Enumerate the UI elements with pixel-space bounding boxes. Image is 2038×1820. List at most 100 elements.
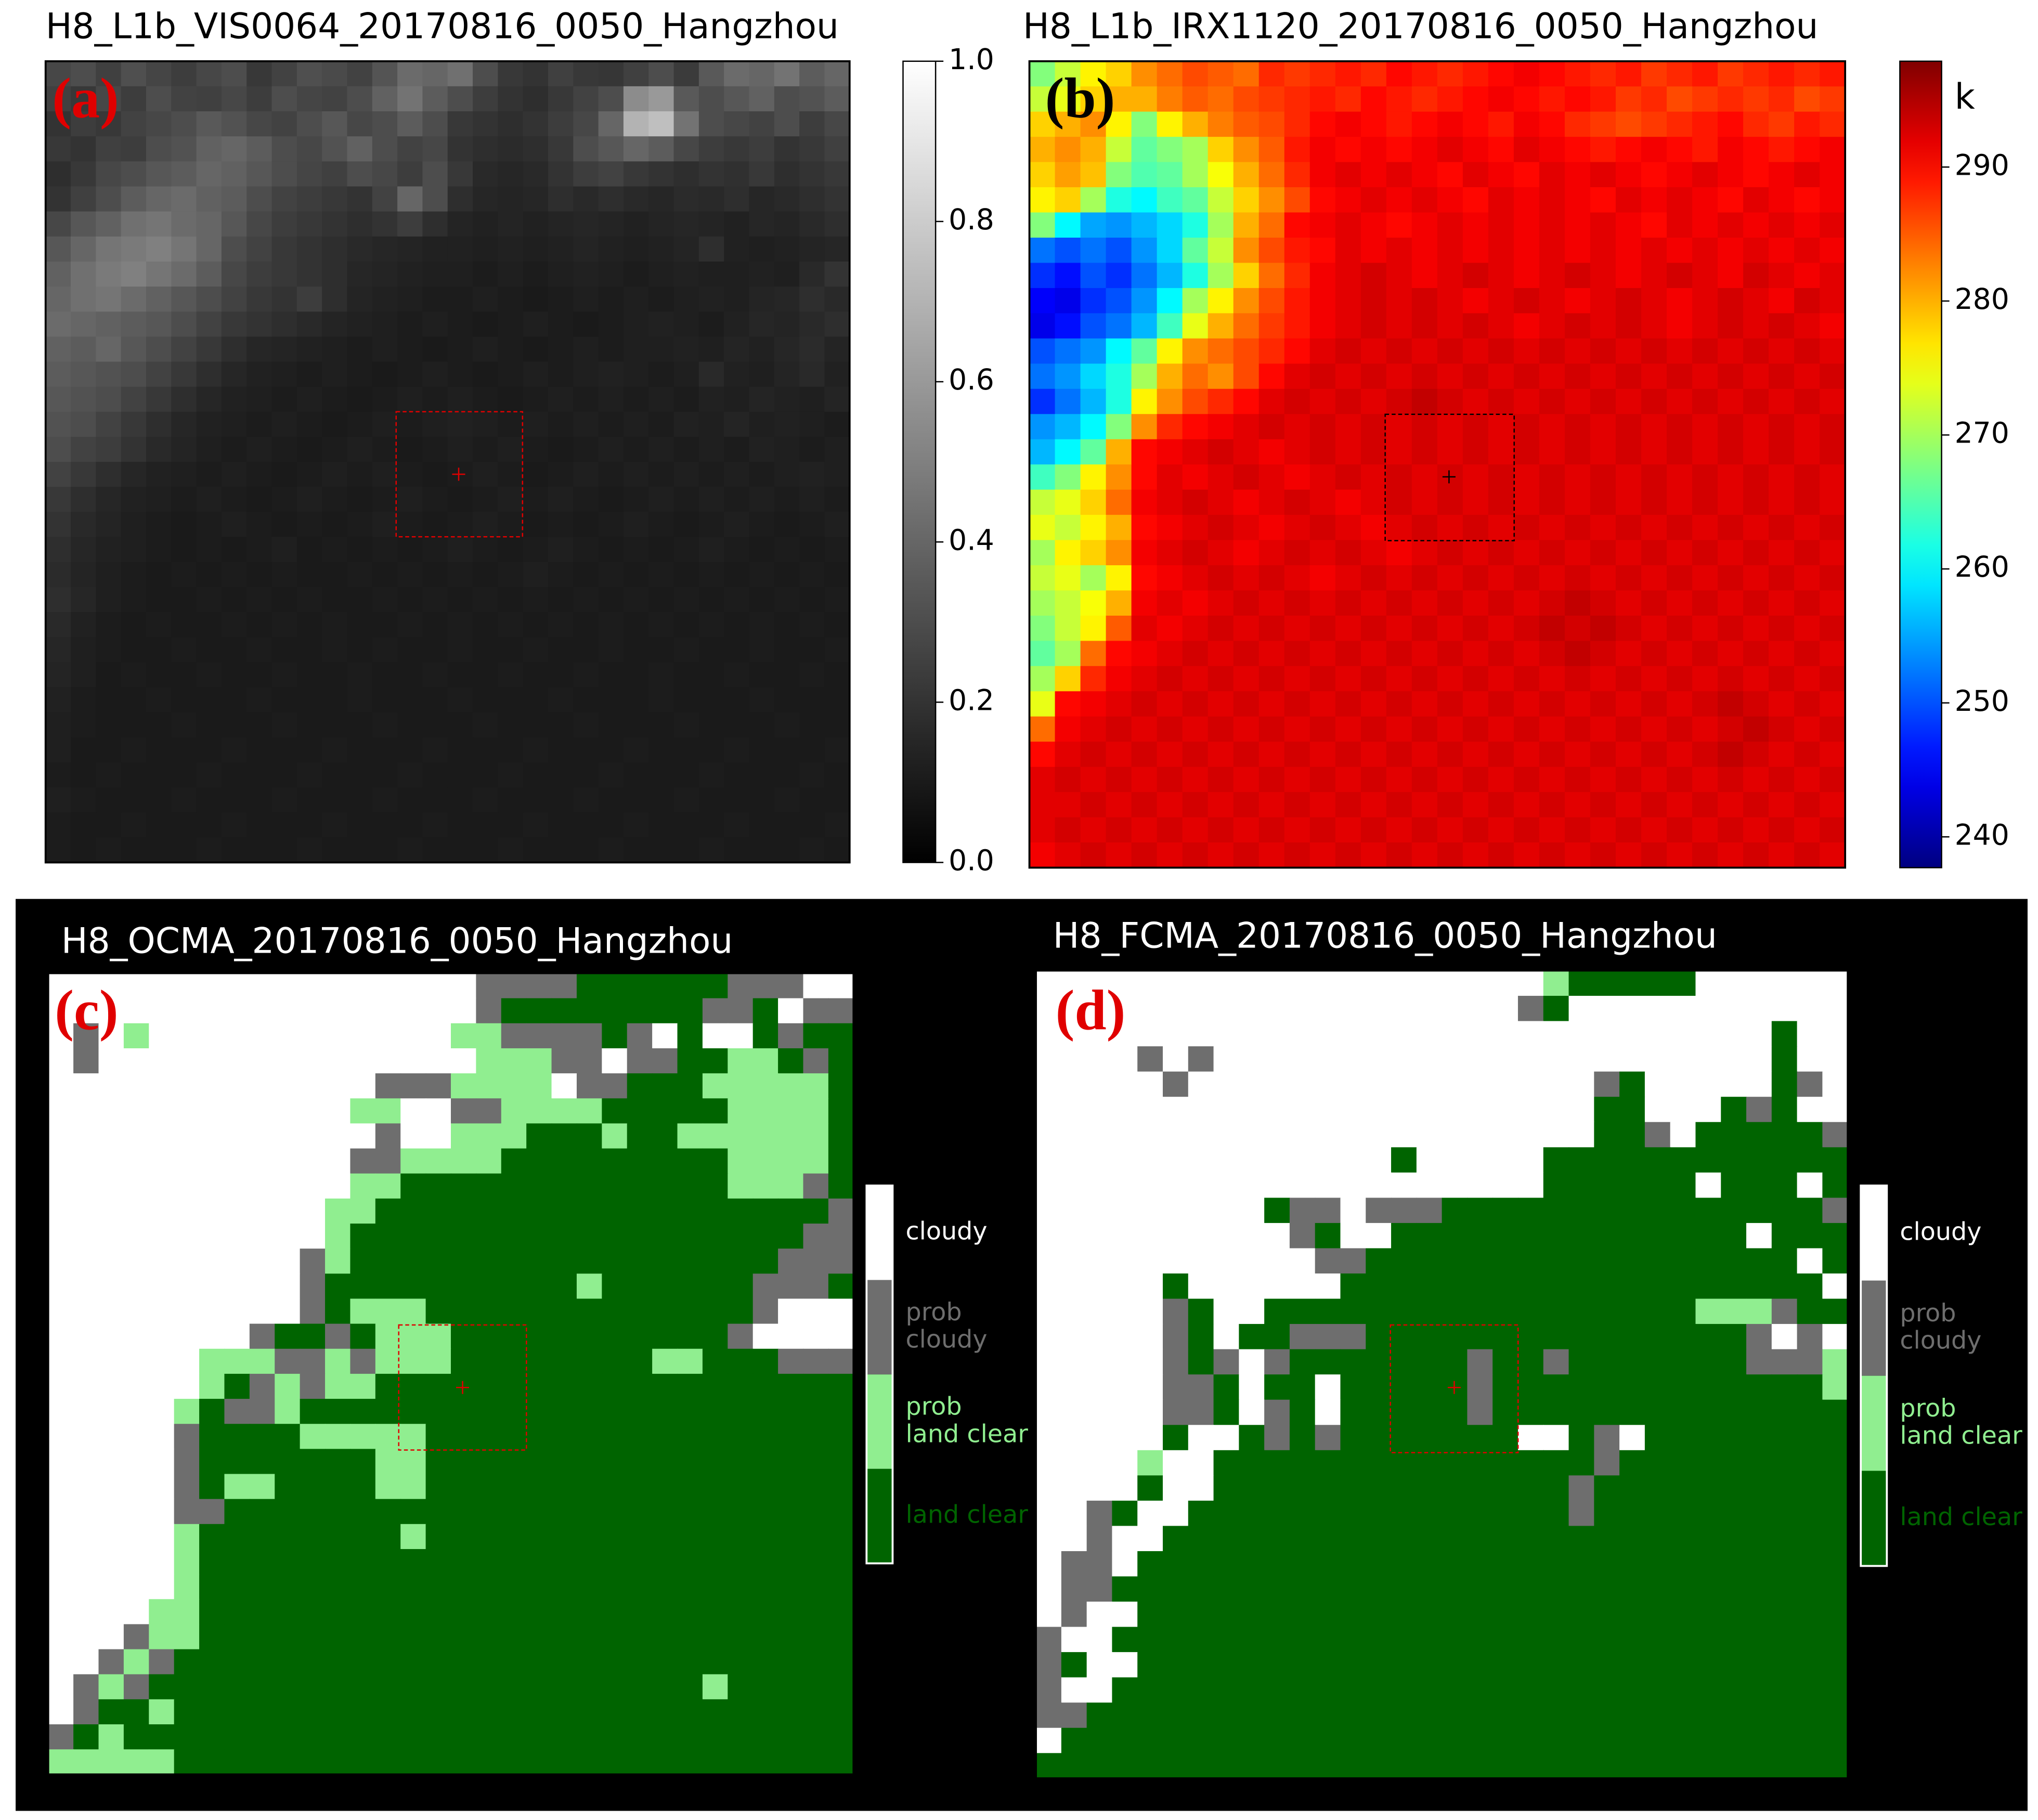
cell: [677, 1499, 703, 1525]
cell: [677, 1073, 703, 1099]
cell: [1315, 1753, 1341, 1779]
cell: [1539, 515, 1565, 541]
cell: [473, 86, 499, 112]
cell: [1162, 1198, 1189, 1224]
cell: [1284, 817, 1310, 843]
cell: [1462, 388, 1489, 415]
cell: [1309, 288, 1336, 314]
cell: [174, 1249, 200, 1275]
cell: [476, 1198, 502, 1225]
cell: [778, 973, 804, 999]
cell: [824, 637, 850, 663]
cell: [249, 1298, 276, 1324]
cell: [1492, 1349, 1518, 1375]
cell: [121, 86, 147, 112]
cell: [1771, 1147, 1798, 1173]
cell: [1615, 464, 1642, 490]
cell: [425, 1148, 451, 1174]
cell: [447, 136, 474, 162]
cell: [1131, 792, 1158, 818]
cell: [476, 1524, 502, 1550]
cell: [698, 411, 725, 438]
cell: [1467, 1702, 1494, 1728]
cell: [347, 512, 373, 538]
cell: [1258, 615, 1285, 642]
cell: [1667, 565, 1693, 591]
cell: [171, 587, 197, 613]
cell: [246, 637, 272, 663]
cell: [1568, 1248, 1595, 1274]
cell: [1619, 1399, 1645, 1426]
cell: [48, 1524, 74, 1550]
cell: [1029, 489, 1056, 516]
cell: [1162, 1450, 1189, 1476]
cell: [71, 612, 97, 638]
cell: [1794, 464, 1821, 490]
cell: [523, 186, 549, 212]
cell: [249, 1073, 276, 1099]
cell: [778, 1399, 804, 1425]
cell: [1467, 1046, 1494, 1072]
cell: [1718, 615, 1744, 642]
cell: [1721, 1727, 1747, 1754]
cell: [1264, 1450, 1290, 1476]
cell: [1289, 1021, 1316, 1047]
cell: [322, 287, 348, 313]
cell: [749, 537, 775, 563]
cell: [1517, 1652, 1544, 1678]
cell: [476, 1048, 502, 1074]
cell: [702, 1399, 729, 1425]
cell: [1513, 162, 1540, 188]
cell: [300, 1048, 326, 1074]
cell: [1131, 489, 1158, 516]
cell: [146, 787, 172, 813]
cell: [422, 562, 448, 588]
cell: [1797, 1602, 1823, 1628]
cell: [1162, 1602, 1189, 1628]
cell: [526, 1298, 552, 1324]
cell: [447, 712, 474, 738]
cell: [778, 1224, 804, 1250]
cell: [1820, 641, 1846, 667]
cell: [1488, 212, 1514, 238]
cell: [702, 1123, 729, 1149]
cell: [45, 462, 72, 488]
cell: [1695, 1425, 1722, 1451]
cell: [149, 1749, 175, 1775]
cell: [728, 1123, 754, 1149]
cell: [1284, 842, 1310, 868]
cell: [1543, 1727, 1569, 1754]
cell: [123, 1173, 150, 1199]
cell: [1061, 1021, 1087, 1047]
cell: [1213, 996, 1240, 1022]
cell: [602, 1699, 628, 1725]
cell: [1695, 1576, 1722, 1603]
cell: [1467, 1399, 1494, 1426]
cell: [1769, 666, 1795, 692]
cell: [1513, 691, 1540, 717]
cell: [1695, 1223, 1722, 1249]
cell: [652, 1173, 678, 1199]
cell: [1162, 1071, 1189, 1098]
cell: [1641, 187, 1668, 213]
cell: [1055, 86, 1081, 112]
cell: [300, 1123, 326, 1149]
cell: [1692, 464, 1719, 490]
cell: [322, 136, 348, 162]
cell: [171, 462, 197, 488]
cell: [498, 662, 524, 688]
cell: [1644, 1097, 1671, 1123]
cell: [551, 1424, 577, 1450]
cell: [476, 1649, 502, 1675]
cell: [1239, 1374, 1265, 1400]
cell: [824, 762, 850, 788]
cell: [702, 998, 729, 1024]
cell: [749, 186, 775, 212]
cell: [803, 1599, 829, 1625]
cell: [450, 1224, 477, 1250]
cell: [347, 86, 373, 112]
cell: [1411, 742, 1438, 768]
cell: [199, 1599, 225, 1625]
legend-label-line: cloudy: [1900, 1217, 1981, 1246]
cell: [752, 1023, 779, 1049]
